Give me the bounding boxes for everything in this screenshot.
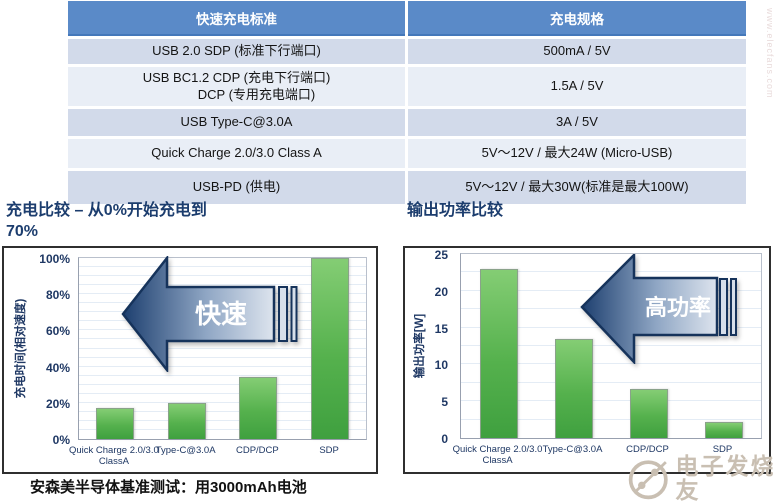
gridline — [461, 363, 761, 365]
left-chart-title-line2: 70% — [6, 222, 39, 240]
elecfans-watermark: 电子发烧友 www.elecfans.com — [626, 454, 776, 502]
gridline — [461, 271, 761, 273]
cell-standard-line2: DCP (专用充电端口) — [197, 86, 316, 102]
gridline — [79, 401, 366, 403]
cell-standard-line1: USB BC1.2 CDP (充电下行端口) — [142, 70, 331, 86]
y-tick-label: 20 — [434, 284, 448, 299]
bar — [704, 421, 743, 438]
x-tick-label: CDP/DCP — [235, 445, 279, 456]
y-tick-label: 25 — [434, 248, 448, 262]
gridline — [461, 345, 761, 346]
y-tick-label: 40% — [45, 360, 70, 375]
bar — [629, 388, 668, 438]
y-tick-label: 60% — [45, 324, 70, 339]
y-tick-label: 0 — [441, 432, 448, 446]
cell-spec: 3A / 5V — [408, 109, 746, 136]
benchmark-caption: 安森美半导体基准测试：用3000mAh电池 — [30, 479, 307, 496]
left-chart-title: 充电比较 – 从0%开始充电到 70% — [6, 201, 376, 243]
gridline — [79, 419, 366, 421]
y-tick-label: 20% — [45, 396, 70, 411]
y-tick-label: 0% — [52, 433, 70, 447]
x-tick-label: SDP — [319, 445, 339, 456]
x-tick-label: CDP/DCP — [626, 444, 669, 455]
y-tick-label: 15 — [434, 321, 448, 336]
gridline — [461, 381, 761, 383]
table-row: USB BC1.2 CDP (充电下行端口) DCP (专用充电端口) 1.5A… — [68, 67, 746, 106]
watermark-brand: 电子发烧友 — [675, 453, 776, 502]
table-header-row: 快速充电标准 充电规格 — [68, 1, 746, 36]
table-header-standard: 快速充电标准 — [68, 1, 405, 36]
gridline — [79, 275, 366, 277]
bar — [479, 268, 518, 438]
table-row: Quick Charge 2.0/3.0 Class A 5V～12V / 最大… — [68, 139, 746, 168]
gridline — [79, 347, 366, 349]
table-row: USB 2.0 SDP (标准下行端口) 500mA / 5V — [68, 39, 746, 64]
gridline — [79, 365, 366, 367]
gridline — [79, 284, 366, 286]
cell-standard: USB-PD (供电) — [68, 171, 405, 204]
cell-spec: 5V～12V / 最大30W(标准是最大100W) — [408, 171, 746, 204]
y-tick-label: 10 — [434, 358, 448, 373]
watermark-texts: 电子发烧友 www.elecfans.com — [675, 454, 776, 502]
x-tick-label: SDP — [712, 444, 733, 455]
high-power-arrow: 高功率 — [580, 254, 737, 364]
side-watermark: www.elecfans.com — [765, 8, 775, 99]
bar — [311, 258, 350, 439]
cell-spec: 1.5A / 5V — [408, 67, 746, 106]
gridline — [79, 410, 366, 412]
fast-arrow: 快速 — [121, 256, 298, 372]
cell-standard: USB BC1.2 CDP (充电下行端口) DCP (专用充电端口) — [68, 67, 405, 106]
x-axis-labels: Quick Charge 2.0/3.0 ClassA Type-C@3.0A CD… — [453, 441, 762, 474]
left-chart-title-line1: 充电比较 – 从0%开始充电到 — [6, 202, 207, 219]
x-tick-label: Type-C@3.0A — [155, 445, 216, 456]
x-tick-label: Type-C@3.0A — [542, 444, 603, 455]
table-row: USB Type-C@3.0A 3A / 5V — [68, 109, 746, 136]
cell-spec: 5V～12V / 最大24W (Micro-USB) — [408, 139, 746, 168]
charge-time-chart: 充电时间(相对速度) 0% 20% 40% 60% 80% 100% Quick Char… — [2, 246, 378, 474]
bar — [554, 338, 593, 438]
y-axis-ticks: 0 5 10 15 20 25 — [405, 248, 454, 446]
right-chart-title: 输出功率比较 — [407, 202, 504, 219]
x-tick-label: Quick Charge 2.0/3.0 ClassA — [68, 445, 159, 468]
fast-arrow-label: 快速 — [195, 299, 247, 329]
x-axis-labels: Quick Charge 2.0/3.0 ClassA Type-C@3.0A CD… — [69, 442, 367, 474]
gridline — [79, 428, 366, 430]
gridline — [79, 392, 366, 394]
cell-standard: USB 2.0 SDP (标准下行端口) — [68, 39, 405, 64]
table-row: USB-PD (供电) 5V～12V / 最大30W(标准是最大100W) — [68, 171, 746, 204]
cell-standard: Quick Charge 2.0/3.0 Class A — [68, 139, 405, 168]
gridline — [461, 418, 761, 420]
cell-spec: 500mA / 5V — [408, 39, 746, 64]
high-power-arrow-label: 高功率 — [645, 295, 711, 320]
y-tick-label: 80% — [45, 288, 70, 303]
bar — [239, 377, 278, 439]
gridline — [79, 266, 366, 268]
gridline — [79, 383, 366, 385]
bar — [167, 402, 206, 439]
y-tick-label: 5 — [441, 395, 448, 410]
charging-spec-table: 快速充电标准 充电规格 USB 2.0 SDP (标准下行端口) 500mA /… — [65, 0, 749, 207]
gridline — [79, 356, 366, 358]
gridline — [79, 374, 366, 376]
y-tick-label: 100% — [39, 252, 70, 266]
gridline — [461, 400, 761, 402]
elecfans-logo-icon — [628, 460, 668, 500]
bar — [95, 408, 134, 439]
y-axis-ticks: 0% 20% 40% 60% 80% 100% — [4, 252, 76, 447]
table-header-spec: 充电规格 — [408, 1, 746, 36]
x-tick-label: Quick Charge 2.0/3.0 ClassA — [452, 444, 543, 467]
cell-standard: USB Type-C@3.0A — [68, 109, 405, 136]
output-power-chart: 输出功率[W] 0 5 10 15 20 25 Quick Charge 2.0/3.0 … — [403, 246, 771, 474]
